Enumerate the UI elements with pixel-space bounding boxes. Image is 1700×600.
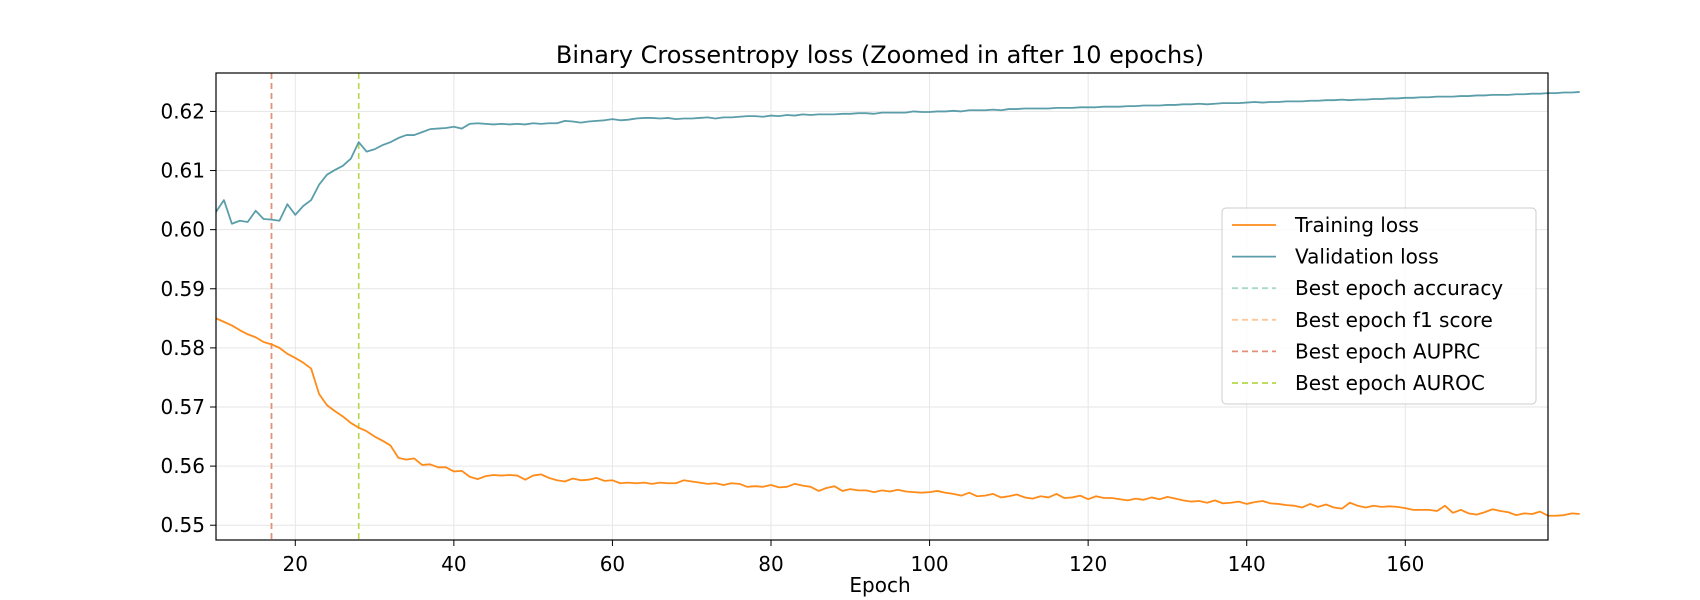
y-tick-label: 0.58 [160,336,205,360]
x-tick-label: 80 [758,552,783,576]
legend-label: Best epoch AUPRC [1295,339,1480,363]
y-tick-label: 0.62 [160,99,205,123]
series-line [215,317,1580,517]
y-tick-label: 0.56 [160,454,205,478]
legend-label: Validation loss [1295,245,1439,269]
y-tick-label: 0.59 [160,277,205,301]
chart-title: Binary Crossentropy loss (Zoomed in afte… [556,41,1204,69]
x-tick-label: 120 [1069,552,1107,576]
y-tick-label: 0.57 [160,395,205,419]
legend: Training loss Validation loss Best epoch a… [1221,207,1537,405]
legend-label: Best epoch AUROC [1295,371,1485,395]
legend-label: Best epoch accuracy [1295,276,1503,300]
legend-label: Training loss [1294,213,1419,237]
legend-box [1221,207,1537,405]
y-tick-label: 0.61 [160,159,205,183]
x-tick-label: 20 [283,552,308,576]
x-tick-label: 40 [441,552,466,576]
best-epoch-lines [270,73,360,540]
x-tick-label: 160 [1386,552,1424,576]
y-tick-label: 0.60 [160,218,205,242]
x-tick-label: 140 [1228,552,1266,576]
y-tick-label: 0.55 [160,513,205,537]
y-axis-ticks: 0.55 0.56 0.57 0.58 0.59 0.60 0.61 0.62 [160,99,216,537]
legend-label: Best epoch f1 score [1295,308,1493,332]
x-axis-ticks: 20 40 60 80 100 120 140 160 [283,540,1424,576]
x-tick-label: 60 [600,552,625,576]
x-tick-label: 100 [910,552,948,576]
series-line [215,91,1580,225]
plot-frame [215,72,1549,541]
x-axis-label: Epoch [849,573,910,597]
series-lines [215,91,1580,517]
